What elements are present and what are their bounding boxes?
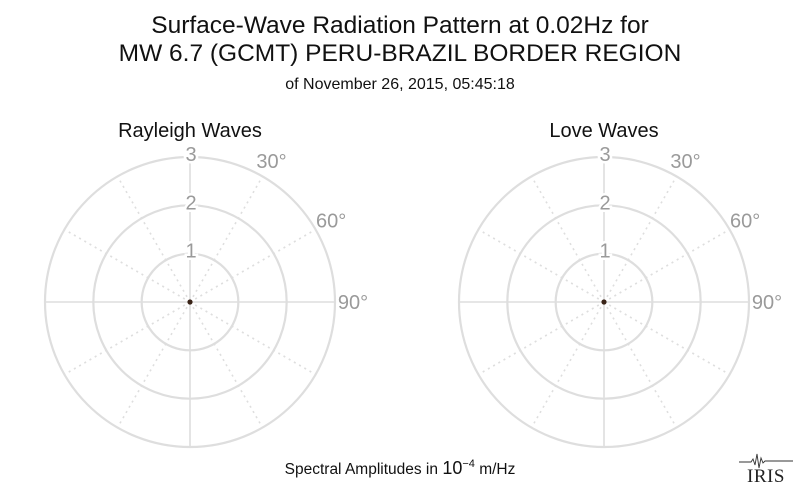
caption-exponent: −4 — [462, 458, 475, 470]
polar-spoke-line — [189, 301, 264, 428]
polar-ring-2 — [506, 204, 702, 400]
angle-tick-label: 60° — [316, 211, 346, 233]
radial-tick-label: 1 — [185, 241, 196, 263]
angle-tick-label: 90° — [338, 292, 368, 314]
polar-ring-1 — [554, 252, 654, 352]
polar-plot-1: Rayleigh Waves 1 2 3 30° 60° 90° — [43, 120, 371, 449]
chart-title-line-1: Surface-Wave Radiation Pattern at 0.02Hz… — [151, 12, 649, 39]
polar-plot-title: Love Waves — [549, 120, 658, 142]
caption-unit: m/Hz — [474, 461, 516, 478]
polar-spoke-line — [116, 301, 191, 428]
polar-spoke-line — [603, 228, 730, 303]
radiation-pattern-point — [187, 299, 193, 305]
caption-prefix: Spectral Amplitudes in — [284, 461, 443, 478]
chart-subtitle: of November 26, 2015, 05:45:18 — [285, 76, 515, 93]
polar-ring-3 — [457, 155, 751, 449]
caption-base: 10 — [442, 458, 463, 478]
polar-spoke-line — [603, 301, 730, 376]
polar-spoke-line — [189, 176, 264, 303]
logo-text: IRIS — [747, 466, 785, 486]
polar-spoke-line — [64, 301, 191, 376]
polar-spoke-line — [64, 228, 191, 303]
polar-spoke-line — [116, 176, 191, 303]
angle-tick-label: 30° — [256, 151, 286, 173]
radial-tick-label: 3 — [185, 144, 196, 166]
polar-spoke-line — [189, 228, 316, 303]
polar-spoke-line — [603, 176, 678, 303]
radial-tick-label: 2 — [185, 192, 196, 214]
angle-tick-label: 90° — [752, 292, 782, 314]
polar-spoke-line — [189, 301, 316, 376]
angle-tick-label: 60° — [730, 211, 760, 233]
radial-tick-label: 3 — [599, 144, 610, 166]
polar-ring-3 — [43, 155, 337, 449]
iris-logo: IRIS — [739, 453, 793, 486]
polar-plot-2: Love Waves 1 2 3 30° 60° 90° — [457, 120, 785, 449]
radiation-pattern-point — [601, 299, 607, 305]
polar-spoke-line — [530, 176, 605, 303]
polar-ring-1 — [140, 252, 240, 352]
polar-spoke-line — [478, 228, 605, 303]
radial-tick-label: 1 — [599, 241, 610, 263]
polar-spoke-line — [530, 301, 605, 428]
chart-title-line-2: MW 6.7 (GCMT) PERU-BRAZIL BORDER REGION — [118, 40, 682, 67]
amplitude-units-caption: Spectral Amplitudes in 10−4 m/Hz — [0, 453, 800, 481]
polar-spoke-line — [478, 301, 605, 376]
angle-tick-label: 30° — [670, 151, 700, 173]
polar-plot-title: Rayleigh Waves — [118, 120, 262, 142]
polar-ring-2 — [92, 204, 288, 400]
polar-spoke-line — [603, 301, 678, 428]
radial-tick-label: 2 — [599, 192, 610, 214]
